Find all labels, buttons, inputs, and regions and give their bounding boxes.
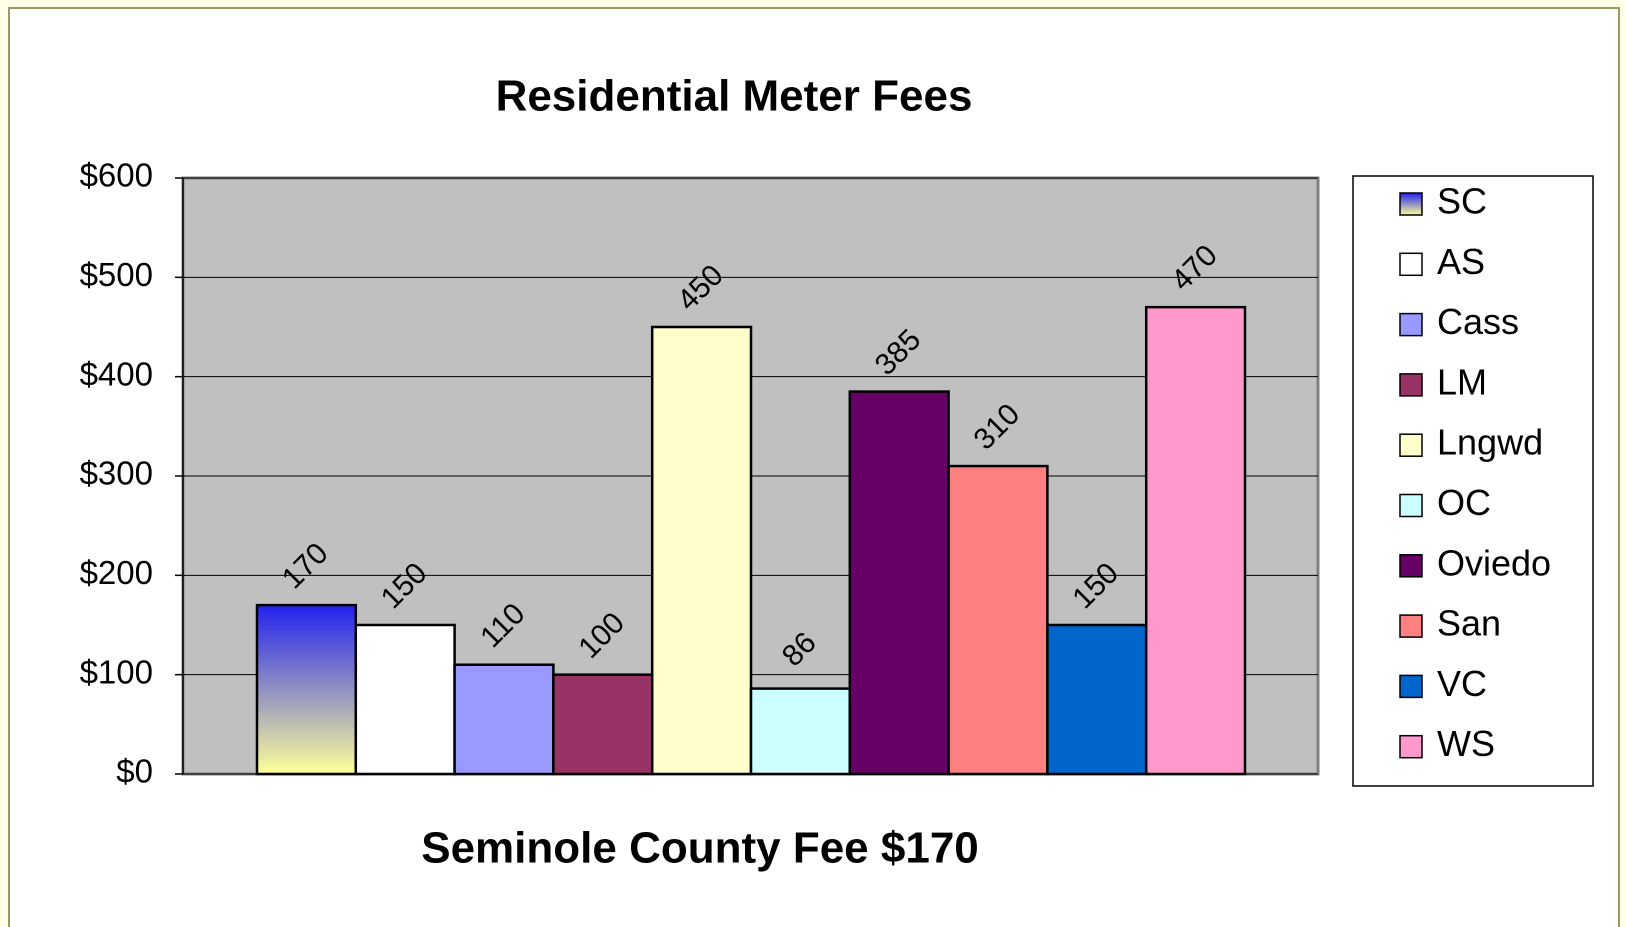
legend-label: AS xyxy=(1437,241,1485,282)
y-tick-label: $100 xyxy=(80,653,153,690)
bar xyxy=(749,687,852,776)
chart-title: Residential Meter Fees xyxy=(496,72,973,121)
legend-swatch xyxy=(1399,252,1423,277)
y-tick-label: $200 xyxy=(80,554,153,591)
bar xyxy=(650,325,753,776)
legend-label: WS xyxy=(1437,723,1495,764)
y-tick-label: $0 xyxy=(116,753,153,790)
bar xyxy=(1046,623,1148,776)
legend-label: San xyxy=(1437,603,1501,644)
bar xyxy=(947,464,1049,776)
bar xyxy=(552,673,654,776)
y-tick-label: $600 xyxy=(80,157,153,194)
legend-swatch xyxy=(1399,614,1423,638)
bar xyxy=(453,663,555,776)
bar xyxy=(848,390,950,776)
legend-label: Cass xyxy=(1437,301,1519,342)
legend-label: VC xyxy=(1437,663,1487,704)
legend-label: OC xyxy=(1437,482,1491,523)
legend-swatch xyxy=(1399,554,1423,578)
y-tick-label: $500 xyxy=(80,256,153,293)
legend-label: SC xyxy=(1437,181,1487,222)
x-axis-label: Seminole County Fee $170 xyxy=(421,824,979,873)
bar xyxy=(354,623,456,776)
y-tick-label: $300 xyxy=(80,455,153,492)
legend-swatch xyxy=(1399,433,1423,457)
legend-label: Oviedo xyxy=(1437,542,1551,583)
bar xyxy=(1144,305,1247,776)
legend-swatch xyxy=(1399,192,1423,216)
y-tick-label: $400 xyxy=(80,355,153,392)
legend-swatch xyxy=(1399,493,1423,518)
legend-swatch xyxy=(1399,373,1423,397)
legend-swatch xyxy=(1399,674,1423,699)
legend-label: LM xyxy=(1437,361,1487,402)
legend-swatch xyxy=(1399,312,1423,337)
legend-label: Lngwd xyxy=(1437,422,1543,463)
bar xyxy=(255,603,358,776)
legend-swatch xyxy=(1399,734,1423,759)
legend xyxy=(1352,175,1594,787)
